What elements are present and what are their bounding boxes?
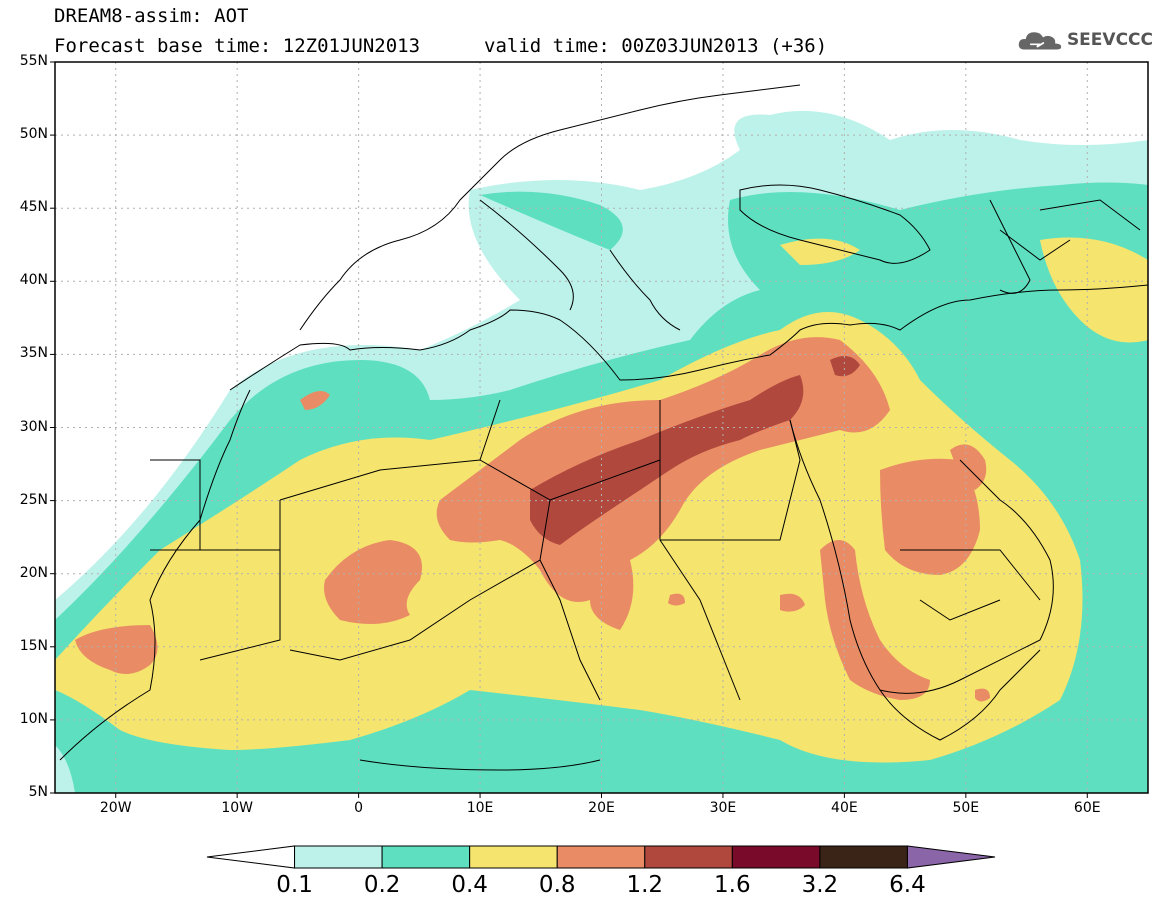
colorbar-label: 0.1 — [276, 872, 313, 898]
lon-label: 40E — [831, 800, 858, 816]
colorbar-swatch — [469, 845, 558, 869]
aot-field — [55, 110, 1148, 793]
colorbar-swatch — [206, 845, 296, 869]
colorbar-label: 1.2 — [626, 872, 664, 898]
lat-label: 10N — [19, 710, 48, 727]
lat-label: 30N — [19, 418, 48, 435]
chart-title: DREAM8-assim: AOT — [54, 5, 249, 27]
lon-label: 10E — [466, 800, 494, 816]
colorbar-label: 0.4 — [451, 872, 488, 898]
aot-level-1.2 — [530, 356, 860, 545]
lat-label: 25N — [19, 491, 48, 508]
colorbar-swatch — [906, 845, 996, 869]
colorbar-swatch — [819, 845, 908, 869]
lon-label: 30E — [709, 800, 737, 816]
forecast-base-time: Forecast base time: 12Z01JUN2013 — [54, 35, 421, 57]
lat-label: 15N — [19, 637, 48, 654]
lat-label: 45N — [19, 199, 48, 216]
lon-label: 0 — [354, 800, 364, 816]
colorbar-swatch — [644, 845, 733, 869]
lat-label: 55N — [19, 53, 48, 69]
colorbar-label: 1.6 — [714, 872, 751, 898]
colorbar-swatch — [294, 845, 383, 869]
lat-label: 40N — [19, 272, 48, 289]
colorbar-swatch — [381, 845, 471, 869]
axis-ticks — [50, 61, 1088, 798]
seevccc-logo: SEEVCCC — [1018, 26, 1153, 54]
lon-label: 20E — [588, 800, 615, 816]
lon-label: 20W — [99, 800, 132, 816]
colorbar — [206, 845, 996, 869]
cloud-icon — [1018, 32, 1062, 50]
lat-label: 5N — [28, 784, 48, 800]
lat-label: 20N — [19, 564, 48, 581]
logo-text: SEEVCCC — [1066, 30, 1153, 50]
lon-label: 50E — [952, 800, 980, 816]
valid-time: valid time: 00Z03JUN2013 (+36) — [484, 35, 828, 57]
colorbar-swatch — [731, 845, 821, 869]
lat-label: 35N — [19, 345, 48, 362]
colorbar-swatch — [556, 845, 646, 869]
lon-label: 60E — [1073, 800, 1101, 816]
colorbar-label: 0.8 — [538, 872, 576, 898]
colorbar-label: 3.2 — [801, 872, 839, 898]
coastlines — [59, 84, 1149, 771]
colorbar-label: 0.2 — [363, 872, 401, 898]
lat-label: 50N — [19, 126, 48, 143]
colorbar-label: 6.4 — [889, 872, 926, 898]
graticule — [55, 61, 1148, 794]
lon-label: 10W — [221, 800, 253, 816]
